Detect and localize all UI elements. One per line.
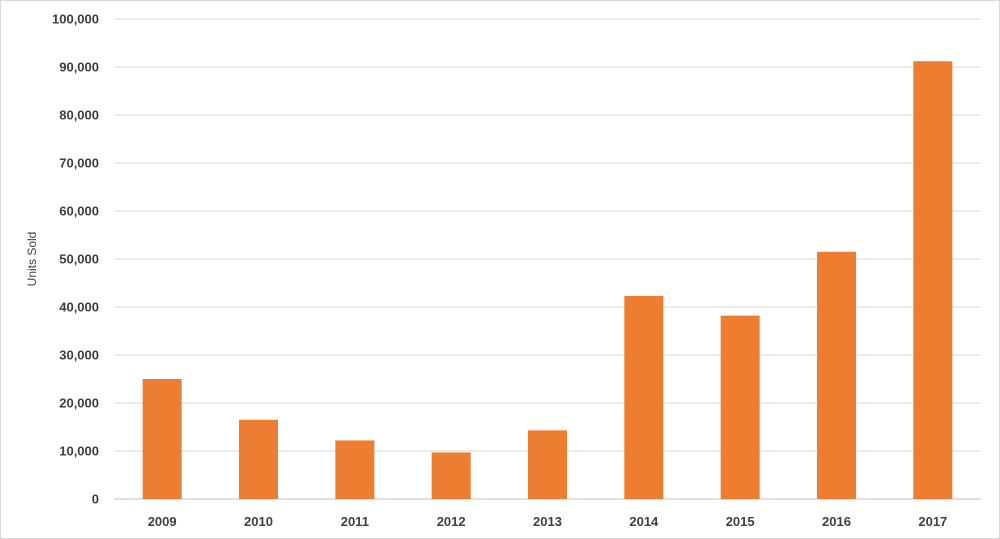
x-tick-label: 2011 [341, 514, 369, 529]
y-tick-label: 70,000 [59, 156, 99, 171]
bar-2014 [624, 295, 664, 499]
y-tick-label: 20,000 [59, 396, 99, 411]
bar-2009 [142, 379, 182, 499]
bar-2013 [528, 430, 567, 499]
bar-2017 [913, 61, 953, 500]
x-tick-label: 2014 [629, 514, 659, 529]
bar-2015 [720, 315, 760, 499]
x-tick-label: 2016 [822, 514, 851, 529]
x-tick-label: 2012 [437, 514, 466, 529]
x-tick-label: 2017 [918, 514, 947, 529]
bars [142, 61, 953, 500]
y-tick-label: 80,000 [59, 108, 99, 123]
y-tick-label: 30,000 [59, 348, 99, 363]
x-tick-label: 2010 [244, 514, 273, 529]
bar-2010 [239, 419, 278, 499]
bar-2016 [817, 251, 856, 499]
x-tick-label: 2013 [533, 514, 562, 529]
y-tick-label: 10,000 [59, 444, 99, 459]
x-tick-label: 2015 [726, 514, 755, 529]
x-axis-ticks: 2009 2010 2011 2012 2013 2014 2015 2016 2017 [148, 514, 948, 529]
y-tick-label: 90,000 [59, 60, 99, 75]
x-tick-label: 2009 [148, 514, 177, 529]
y-axis-label: Units Sold [25, 232, 39, 287]
y-tick-label: 50,000 [59, 252, 99, 267]
y-axis-ticks: 0 10,000 20,000 30,000 40,000 50,000 60,000 70,… [52, 12, 99, 507]
y-tick-label: 100,000 [52, 12, 99, 27]
y-tick-label: 40,000 [59, 300, 99, 315]
y-tick-label: 0 [92, 492, 99, 507]
bar-2011 [335, 440, 375, 499]
y-tick-label: 60,000 [59, 204, 99, 219]
bar-2012 [431, 452, 471, 499]
